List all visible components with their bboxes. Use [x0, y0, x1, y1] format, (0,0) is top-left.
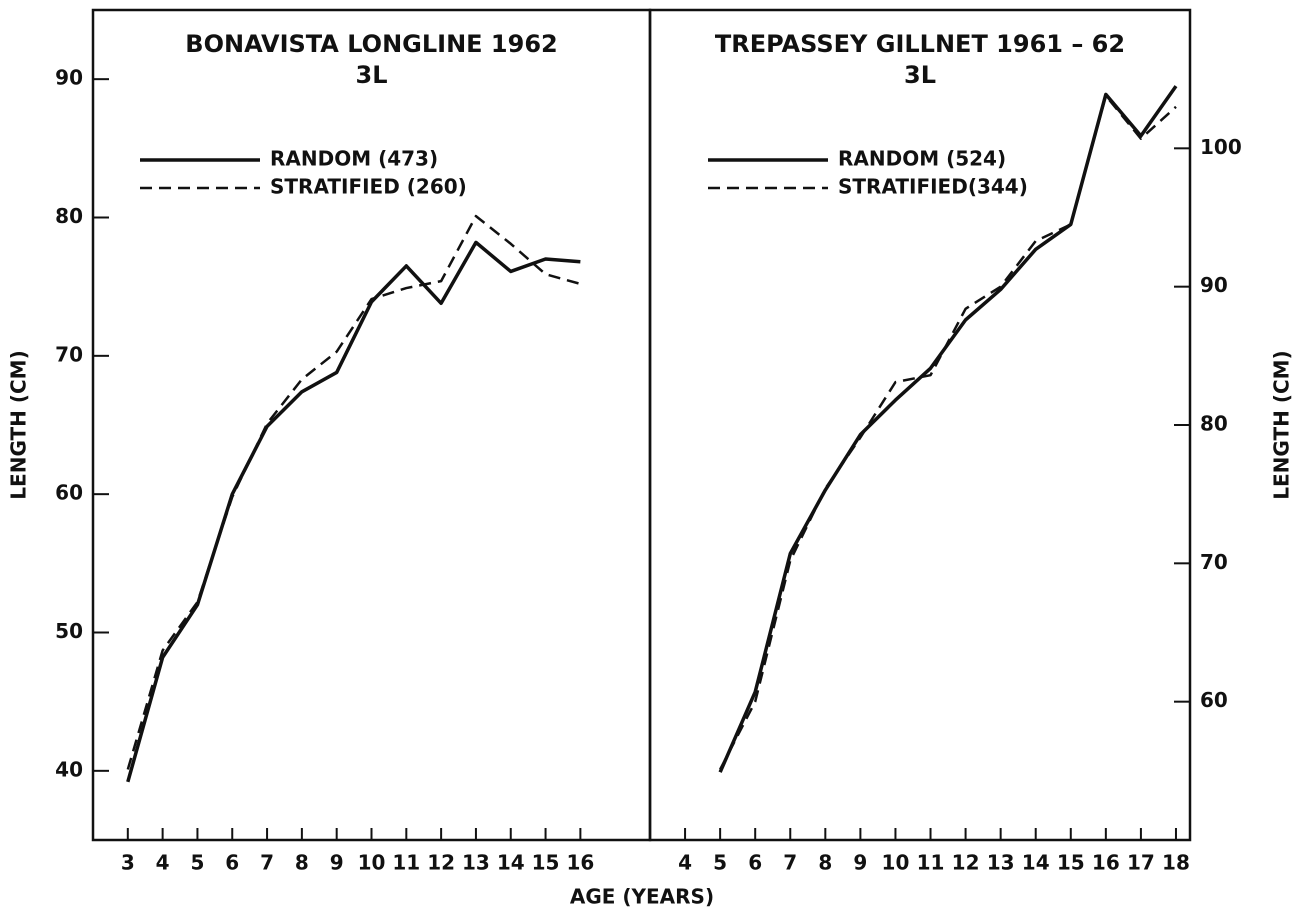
y-axis-label: LENGTH (CM) — [1270, 350, 1294, 499]
x-tick-label: 11 — [917, 851, 945, 875]
y-tick-label: 100 — [1200, 135, 1242, 159]
x-tick-label: 12 — [427, 851, 455, 875]
x-tick-label: 6 — [748, 851, 762, 875]
x-tick-label: 13 — [462, 851, 490, 875]
x-tick-label: 7 — [783, 851, 797, 875]
x-tick-label: 9 — [330, 851, 344, 875]
chart-title: BONAVISTA LONGLINE 1962 — [185, 30, 557, 58]
chart-subtitle: 3L — [356, 61, 388, 89]
y-tick-label: 60 — [55, 481, 83, 505]
x-tick-label: 16 — [1092, 851, 1120, 875]
x-axis-label: AGE (YEARS) — [570, 885, 714, 909]
plot-frame — [91, 8, 652, 842]
x-tick-label: 5 — [713, 851, 727, 875]
x-tick-label: 16 — [566, 851, 594, 875]
chart-title: TREPASSEY GILLNET 1961 – 62 — [715, 30, 1125, 58]
x-tick-label: 5 — [190, 851, 204, 875]
x-tick-label: 15 — [532, 851, 560, 875]
legend-label: RANDOM (473) — [270, 147, 438, 171]
data-line — [126, 240, 581, 783]
y-axis-label: LENGTH (CM) — [7, 350, 31, 499]
y-tick-label: 80 — [55, 204, 83, 228]
y-tick-label: 40 — [55, 757, 83, 781]
x-tick-label: 9 — [853, 851, 867, 875]
y-tick-label: 60 — [1200, 688, 1228, 712]
legend-label: RANDOM (524) — [838, 147, 1006, 171]
x-tick-label: 15 — [1057, 851, 1085, 875]
data-line — [719, 94, 1177, 771]
data-line — [126, 214, 581, 770]
x-tick-label: 10 — [882, 851, 910, 875]
y-tick-label: 90 — [55, 66, 83, 90]
y-tick-label: 50 — [55, 619, 83, 643]
chart-subtitle: 3L — [904, 61, 936, 89]
x-tick-label: 7 — [260, 851, 274, 875]
y-tick-label: 70 — [55, 342, 83, 366]
x-tick-label: 11 — [392, 851, 420, 875]
y-tick-label: 90 — [1200, 273, 1228, 297]
x-tick-label: 18 — [1162, 851, 1190, 875]
legend-label: STRATIFIED(344) — [838, 175, 1028, 199]
x-tick-label: 8 — [818, 851, 832, 875]
x-tick-label: 4 — [156, 851, 170, 875]
x-tick-label: 10 — [358, 851, 386, 875]
x-tick-label: 14 — [497, 851, 525, 875]
y-tick-label: 80 — [1200, 412, 1228, 436]
plot-frame — [648, 8, 1192, 842]
x-tick-label: 3 — [121, 851, 135, 875]
x-tick-label: 14 — [1022, 851, 1050, 875]
x-tick-label: 13 — [987, 851, 1015, 875]
legend-label: STRATIFIED (260) — [270, 175, 467, 199]
x-tick-label: 12 — [952, 851, 980, 875]
y-tick-label: 70 — [1200, 550, 1228, 574]
x-tick-label: 4 — [678, 851, 692, 875]
x-tick-label: 17 — [1127, 851, 1155, 875]
x-tick-label: 8 — [295, 851, 309, 875]
x-tick-label: 6 — [225, 851, 239, 875]
